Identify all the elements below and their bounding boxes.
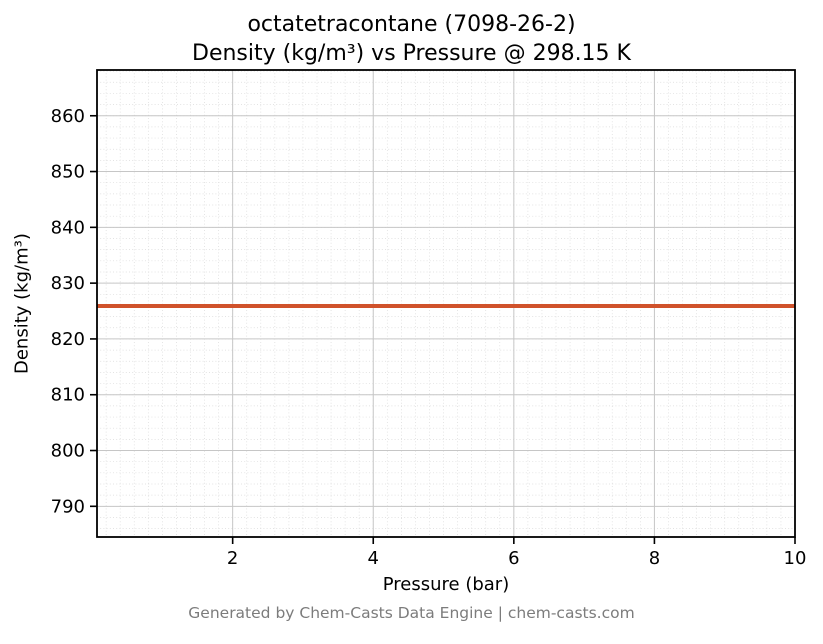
y-tick-label: 830 xyxy=(51,273,85,294)
footer-credit: Generated by Chem-Casts Data Engine | ch… xyxy=(188,604,635,622)
x-tick-label: 10 xyxy=(784,548,807,569)
y-tick-label: 810 xyxy=(51,385,85,406)
x-axis-label: Pressure (bar) xyxy=(382,574,510,595)
x-tick-label: 8 xyxy=(649,548,660,569)
y-tick-label: 820 xyxy=(51,329,85,350)
chart-title: octatetracontane (7098-26-2) Density (kg… xyxy=(0,10,823,68)
x-tick-label: 4 xyxy=(368,548,379,569)
y-tick-label: 850 xyxy=(51,162,85,183)
x-tick-label: 6 xyxy=(508,548,519,569)
chart-title-line2: Density (kg/m³) vs Pressure @ 298.15 K xyxy=(192,41,631,67)
x-tick-label: 2 xyxy=(227,548,238,569)
y-tick-label: 860 xyxy=(51,106,85,127)
y-axis-label: Density (kg/m³) xyxy=(11,233,33,374)
chart-title-line1: octatetracontane (7098-26-2) xyxy=(247,12,576,37)
y-tick-label: 800 xyxy=(51,441,85,462)
y-tick-label: 840 xyxy=(51,217,85,238)
plot-frame xyxy=(96,69,796,538)
y-tick-label: 790 xyxy=(51,496,85,517)
